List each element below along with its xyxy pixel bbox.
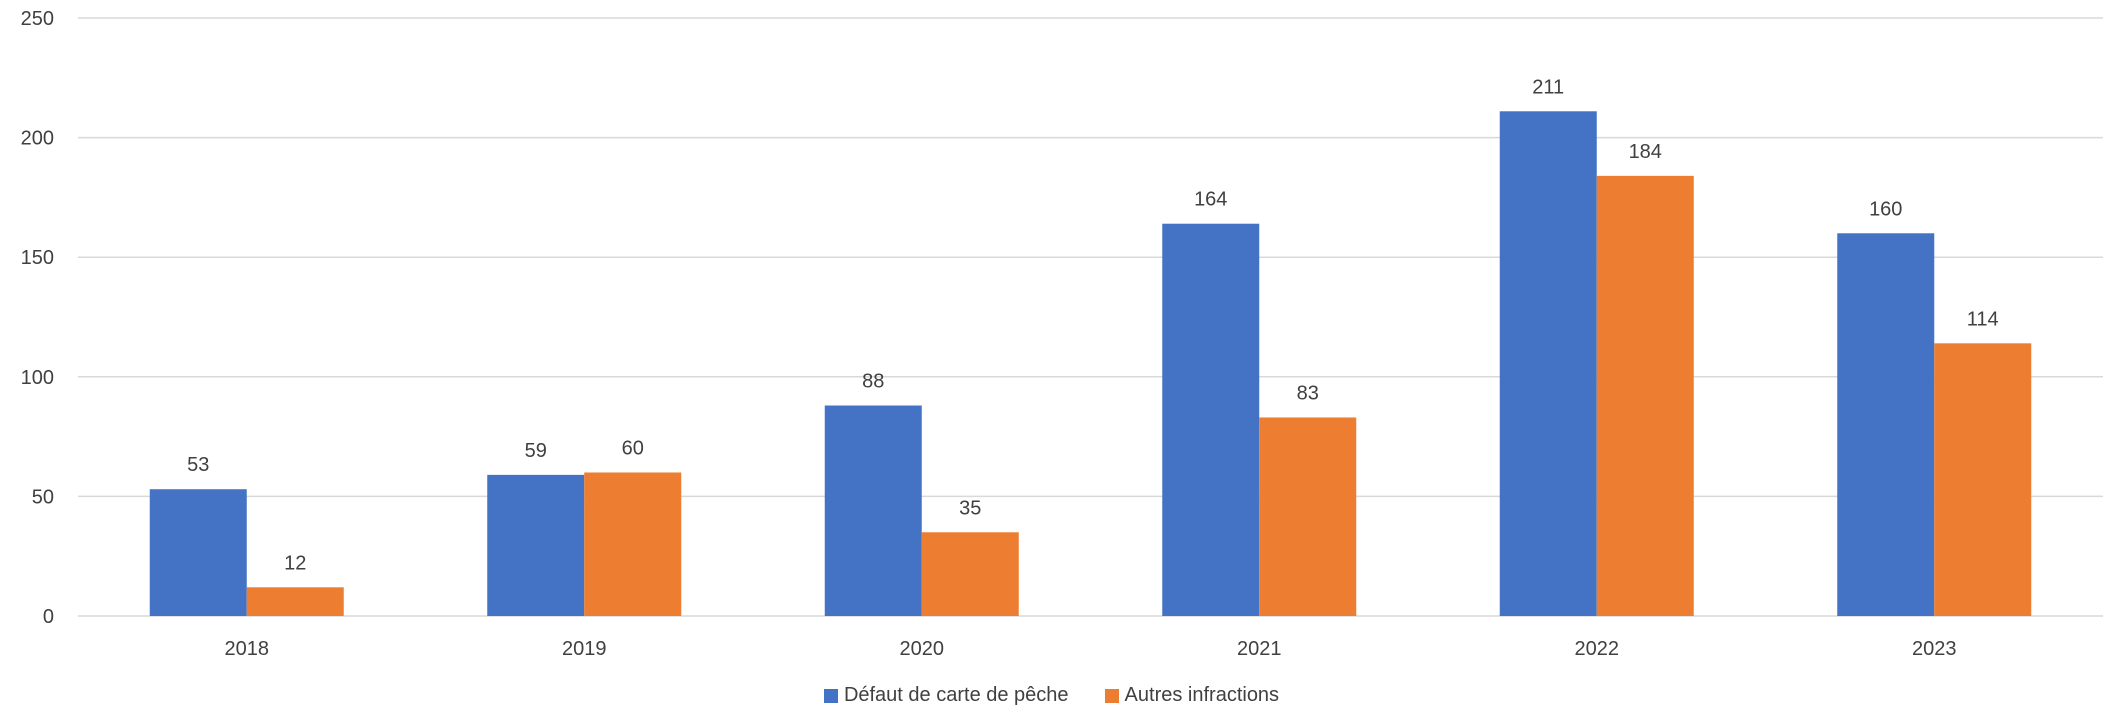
bar-2022-series-0 [1499,111,1597,617]
y-tick-label: 200 [21,128,54,150]
y-axis-ticks: 0 50 100 150 200 250 [21,8,54,628]
data-labels: 53 12 59 60 88 35 164 83 211 184 160 114 [187,76,1999,574]
y-tick-label: 50 [32,486,54,508]
data-label-2021-series-1: 83 [1297,382,1319,404]
gridlines [78,17,2103,617]
data-label-2019-series-0: 59 [525,440,547,462]
bar-2019-series-1 [584,472,682,616]
data-label-2018-series-1: 12 [284,552,306,574]
data-label-2021-series-0: 164 [1194,189,1227,211]
bar-2018-series-0 [149,489,247,616]
y-tick-label: 150 [21,247,54,269]
bar-2023-series-1 [1934,343,2032,616]
legend: Défaut de carte de pêche Autres infracti… [0,684,2103,707]
y-tick-label: 250 [21,8,54,30]
bar-2023-series-0 [1837,233,1935,616]
legend-item-autres: Autres infractions [1104,684,1280,707]
legend-swatch-autres [1104,688,1119,703]
legend-item-defaut: Défaut de carte de pêche [823,684,1069,707]
bar-2020-series-0 [824,405,922,616]
data-label-2022-series-0: 211 [1532,76,1564,98]
bar-2021-series-0 [1162,223,1260,616]
bar-2019-series-0 [487,474,585,616]
x-tick-label-2018: 2018 [225,638,270,660]
data-label-2019-series-1: 60 [622,437,644,459]
x-tick-label-2023: 2023 [1912,638,1957,660]
legend-label-defaut: Défaut de carte de pêche [843,684,1069,706]
data-label-2023-series-1: 114 [1967,308,1999,330]
data-label-2020-series-0: 88 [862,371,884,393]
y-tick-label: 0 [43,606,54,628]
data-label-2023-series-0: 160 [1869,198,1902,220]
bar-2018-series-1 [246,587,344,616]
legend-label-autres: Autres infractions [1124,684,1280,706]
data-label-2022-series-1: 184 [1629,141,1662,163]
legend-swatch-defaut [823,688,838,703]
bar-2020-series-1 [921,532,1019,616]
bar-2022-series-1 [1596,175,1694,616]
data-label-2020-series-1: 35 [959,497,981,519]
x-tick-label-2019: 2019 [562,638,607,660]
bars [149,111,2032,617]
x-tick-label-2021: 2021 [1237,638,1282,660]
bar-2021-series-1 [1259,417,1357,616]
x-tick-label-2020: 2020 [900,638,945,660]
y-tick-label: 100 [21,367,54,389]
data-label-2018-series-0: 53 [187,454,209,476]
bar-chart-svg: 0 50 100 150 200 250 53 12 59 60 88 35 164 83 211 184 1… [21,8,2103,660]
x-axis-ticks: 2018 2019 2020 2021 2022 2023 [225,638,1957,660]
x-tick-label-2022: 2022 [1575,638,1620,660]
